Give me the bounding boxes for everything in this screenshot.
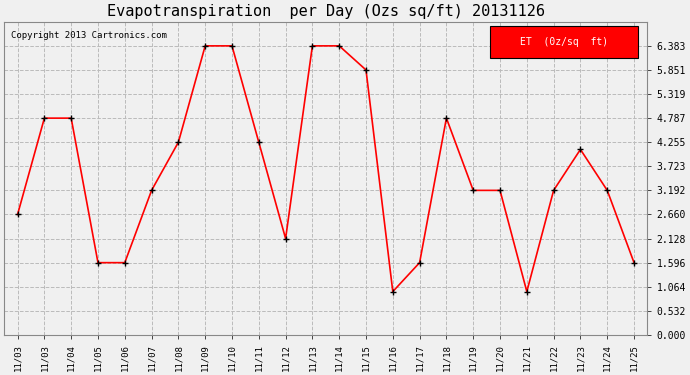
- FancyBboxPatch shape: [490, 26, 638, 58]
- Text: Copyright 2013 Cartronics.com: Copyright 2013 Cartronics.com: [10, 31, 166, 40]
- Title: Evapotranspiration  per Day (Ozs sq/ft) 20131126: Evapotranspiration per Day (Ozs sq/ft) 2…: [107, 4, 545, 19]
- Text: ET  (0z/sq  ft): ET (0z/sq ft): [520, 37, 608, 47]
